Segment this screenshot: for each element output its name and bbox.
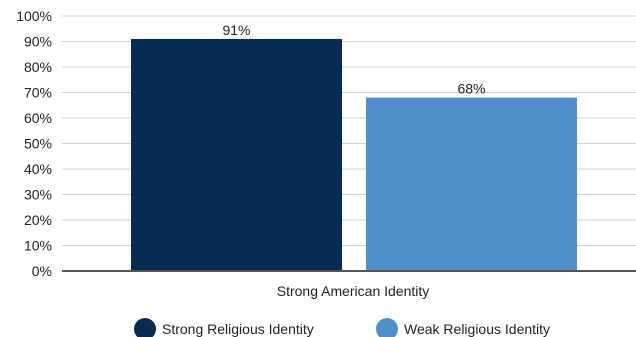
y-axis-tick-labels: 0% 10% 20% 30% 40% 50% 60% 70% 80% 90% 100% [16,8,52,279]
legend-label-strong-religious: Strong Religious Identity [162,321,314,337]
legend-marker-weak-religious [376,318,398,337]
y-tick-label: 60% [24,110,52,126]
y-tick-label: 50% [24,136,52,152]
y-tick-label: 30% [24,187,52,203]
data-label: 91% [222,22,250,38]
legend: Strong Religious Identity Weak Religious… [134,318,550,337]
x-category-label: Strong American Identity [277,283,430,299]
y-tick-label: 0% [32,263,52,279]
legend-label-weak-religious: Weak Religious Identity [404,321,550,337]
y-tick-label: 90% [24,34,52,50]
y-tick-label: 10% [24,238,52,254]
y-tick-label: 100% [16,8,52,24]
y-tick-label: 80% [24,59,52,75]
bar-weak-religious-identity [366,97,577,271]
bar-strong-religious-identity [131,38,342,272]
data-label: 68% [457,81,485,97]
bars [131,38,577,272]
y-tick-label: 20% [24,212,52,228]
y-tick-label: 40% [24,161,52,177]
legend-marker-strong-religious [134,318,156,337]
data-labels: 91% 68% [222,22,485,97]
y-tick-label: 70% [24,85,52,101]
